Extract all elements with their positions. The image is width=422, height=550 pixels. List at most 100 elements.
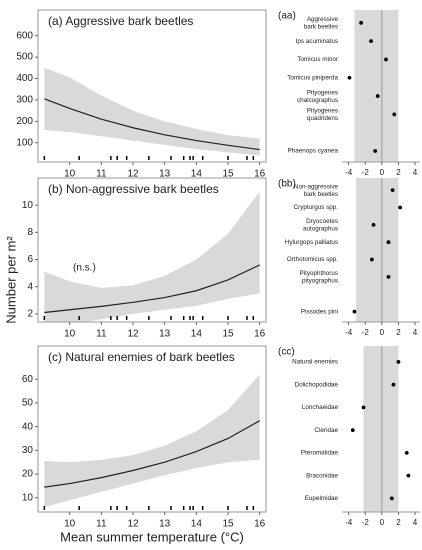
estimate-point — [371, 222, 376, 227]
x-axis-label: Mean summer temperature (°C) — [60, 529, 244, 544]
category-label: Natural enemies — [292, 359, 338, 366]
x-tick-label: 4 — [413, 168, 418, 177]
plot-frame — [37, 177, 267, 323]
plot-area — [43, 67, 260, 160]
x-tick-label: 0 — [380, 328, 385, 337]
estimate-point — [404, 450, 409, 455]
x-tick-label: 16 — [254, 169, 266, 180]
x-tick-label: 14 — [191, 519, 203, 530]
y-tick-label: 20 — [22, 469, 34, 480]
y-tick-label: 4 — [27, 281, 33, 292]
y-tick-label: 400 — [16, 73, 33, 84]
x-tick-label: -2 — [362, 328, 370, 337]
panel-title: (c) Natural enemies of bark beetles — [48, 350, 235, 364]
x-tick-label: 14 — [191, 329, 203, 340]
y-tick-label: 6 — [27, 254, 33, 265]
x-tick-label: 11 — [96, 519, 107, 530]
x-tick-label: 11 — [96, 169, 107, 180]
category-label: Pityogenes chalcographus — [297, 89, 338, 104]
category-label: Crypturgus spp. — [294, 204, 339, 211]
x-tick-label: 14 — [191, 169, 203, 180]
reference-band — [356, 178, 399, 322]
estimate-point — [384, 57, 388, 62]
panel-title: (a) Aggressive bark beetles — [48, 14, 193, 28]
estimate-point — [350, 428, 355, 433]
reference-band — [363, 346, 399, 512]
fit-line — [44, 98, 260, 151]
x-tick-label: -4 — [345, 168, 353, 177]
y-axis-label: Number per m² — [3, 236, 18, 324]
category-label: Dolichopodidae — [295, 381, 339, 388]
y-tick-label: 40 — [22, 421, 34, 432]
estimate-point — [389, 496, 394, 501]
x-tick-label: 13 — [159, 329, 171, 340]
category-label: Tomicus minor — [297, 56, 338, 63]
plot-frame — [37, 345, 267, 513]
estimate-point — [386, 274, 391, 279]
category-label: Pityogenes quadridens — [307, 107, 338, 122]
x-tick-label: 11 — [96, 329, 107, 340]
y-tick-label: 2 — [27, 308, 33, 319]
x-tick-label: 10 — [64, 519, 76, 530]
category-label: Pteromalidae — [301, 450, 339, 457]
plot-area — [43, 191, 260, 322]
x-tick-label: -2 — [362, 518, 370, 527]
category-label: Phaenops cyanea — [288, 148, 339, 155]
estimate-point — [396, 360, 401, 364]
x-tick-label: 16 — [254, 519, 266, 530]
y-tick-label: 50 — [22, 398, 34, 409]
x-tick-label: -2 — [362, 168, 370, 177]
y-tick-label: 10 — [22, 492, 34, 503]
panel-title: (bb) — [278, 179, 296, 190]
y-tick-label: 10 — [22, 200, 34, 211]
fit-line — [44, 420, 260, 488]
x-tick-label: 4 — [413, 328, 418, 337]
category-label: Hylurgops palliatus — [285, 239, 338, 246]
x-tick-label: 13 — [159, 169, 171, 180]
category-label: Dryocoetes autographus — [303, 218, 338, 233]
reference-band — [354, 10, 399, 162]
category-label: Orthotomicus spp. — [287, 256, 338, 263]
x-tick-label: 10 — [64, 329, 76, 340]
x-tick-label: 12 — [127, 519, 139, 530]
x-tick-label: 2 — [396, 518, 401, 527]
x-tick-label: 2 — [396, 328, 401, 337]
estimate-point — [398, 205, 402, 210]
estimate-point — [347, 75, 352, 80]
panel-title: (b) Non-aggressive bark beetles — [48, 182, 219, 196]
plot-frame — [37, 9, 267, 163]
estimate-point — [391, 382, 396, 387]
x-tick-label: 12 — [127, 169, 139, 180]
estimate-point — [352, 309, 357, 314]
y-tick-label: 500 — [16, 52, 33, 63]
estimate-point — [359, 20, 363, 25]
category-label: Eupelmidae — [305, 495, 339, 502]
category-label: Braconidae — [306, 472, 338, 479]
x-tick-label: 15 — [222, 169, 234, 180]
panel-title: (aa) — [278, 11, 296, 22]
confidence-band — [44, 67, 260, 156]
category-label: Non-aggressive bark beetles — [294, 183, 339, 198]
x-tick-label: 10 — [64, 169, 76, 180]
x-tick-label: -4 — [345, 518, 353, 527]
x-tick-label: 15 — [222, 329, 234, 340]
annotation: (n.s.) — [73, 263, 96, 274]
category-label: Aggressive bark beetles — [304, 16, 339, 31]
estimate-point — [386, 240, 391, 245]
category-label: Pityophthorus pityographus — [299, 270, 338, 285]
estimate-point — [373, 149, 378, 153]
x-tick-label: 15 — [222, 519, 234, 530]
estimate-point — [375, 94, 380, 98]
fit-line — [44, 264, 260, 314]
estimate-point — [406, 473, 411, 478]
estimate-point — [361, 405, 366, 410]
x-tick-label: 2 — [396, 168, 401, 177]
estimate-point — [392, 112, 397, 117]
y-tick-label: 600 — [16, 30, 33, 41]
y-tick-label: 100 — [16, 137, 33, 148]
confidence-band — [44, 374, 260, 508]
estimate-point — [390, 188, 395, 193]
category-label: Cleridae — [315, 427, 339, 434]
